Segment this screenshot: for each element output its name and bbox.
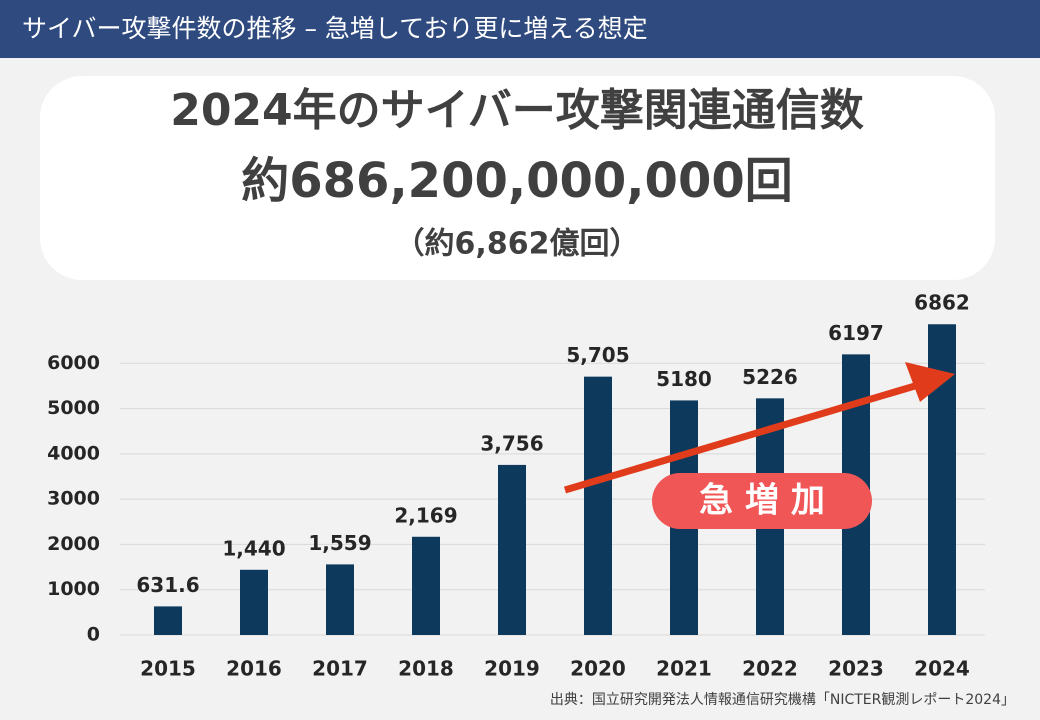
bar (584, 376, 612, 635)
headline-sub: （約6,862億回） (395, 227, 640, 262)
value-label: 6862 (914, 291, 970, 315)
y-tick-label: 3000 (47, 488, 100, 510)
annotation-pill (652, 473, 872, 529)
y-tick-label: 1000 (47, 578, 100, 600)
value-label: 5226 (742, 365, 798, 389)
value-label: 1,559 (308, 531, 371, 555)
header-title: サイバー攻撃件数の推移 – 急増しており更に増える想定 (22, 14, 648, 43)
x-tick-label: 2022 (742, 657, 798, 681)
y-tick-label: 6000 (47, 352, 100, 374)
value-label: 1,440 (222, 536, 285, 560)
annotation: 急 増 加 (699, 481, 825, 521)
trend-arrow (564, 376, 936, 494)
bar (326, 564, 354, 635)
x-tick-label: 2015 (140, 657, 196, 681)
value-label: 3,756 (480, 431, 543, 455)
bar (412, 536, 440, 635)
y-tick-label: 0 (87, 624, 100, 646)
x-tick-label: 2021 (656, 657, 712, 681)
x-tick-label: 2019 (484, 657, 540, 681)
bar (240, 569, 268, 635)
source: 出典：国立研究開発法人情報通信研究機構「NICTER観測レポート2024」 (550, 691, 1015, 708)
x-tick-label: 2024 (914, 657, 970, 681)
headline-number: 約686,200,000,000回 (241, 153, 793, 209)
x-tick-label: 2023 (828, 657, 884, 681)
y-tick-label: 2000 (47, 533, 100, 555)
bar (498, 464, 526, 635)
x-tick-label: 2020 (570, 657, 626, 681)
bar (154, 606, 182, 635)
value-label: 631.6 (136, 573, 199, 597)
x-tick-label: 2017 (312, 657, 368, 681)
plot: 0 1000 2000 3000 4000 5000 6000 2015 631.6 2016 1,… (47, 291, 985, 681)
arrow-head (905, 362, 955, 402)
value-label: 2,169 (394, 503, 457, 527)
y-tick-label: 5000 (47, 397, 100, 419)
x-tick-label: 2016 (226, 657, 282, 681)
value-label: 5,705 (566, 343, 629, 367)
y-tick-label: 4000 (47, 442, 100, 464)
headline-box (40, 76, 995, 280)
value-label: 6197 (828, 321, 884, 345)
headline: 2024年のサイバー攻撃関連通信数 (170, 85, 864, 136)
value-label: 5180 (656, 367, 712, 391)
x-tick-label: 2018 (398, 657, 454, 681)
header-bar (0, 0, 1040, 58)
